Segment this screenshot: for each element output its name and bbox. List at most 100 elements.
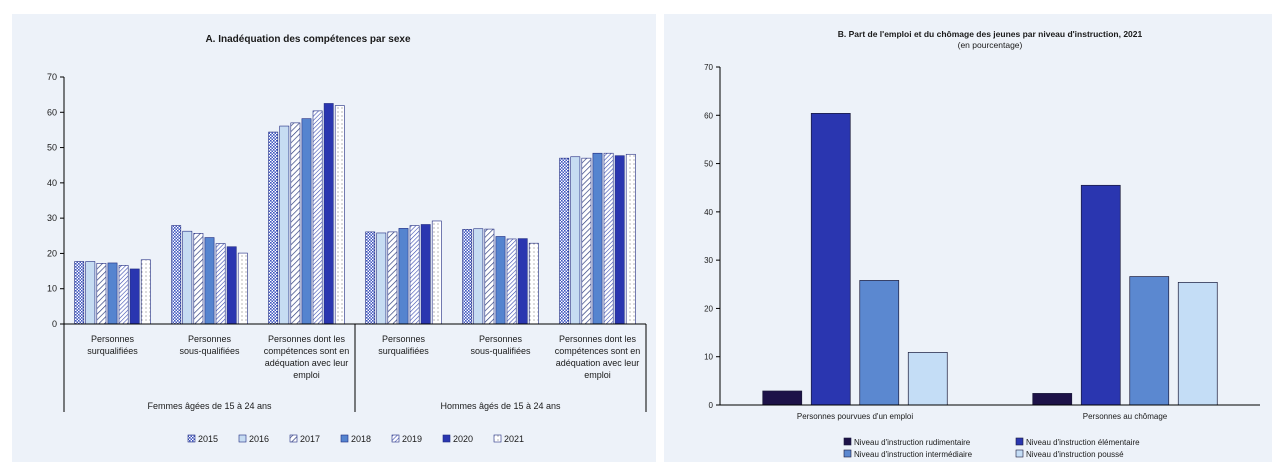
bar [462,229,473,325]
bar [96,263,107,325]
category-label: Personnes dont les [268,334,346,344]
bar [312,110,323,325]
y-tick-label: 40 [47,178,57,188]
bar [334,105,345,325]
bar [484,228,495,325]
bar [581,157,592,325]
category-label: Personnes dont les [559,334,637,344]
bar [603,152,614,325]
category-label: Personnes au chômage [1083,412,1168,421]
legend-label: 2017 [300,434,320,444]
y-tick-label: 10 [47,284,57,294]
legend-label: 2021 [504,434,524,444]
bar [107,262,118,325]
legend-swatch [289,434,298,443]
bar [762,390,803,406]
chart-a-svg: A. Inadéquation des compétences par sexe… [47,34,647,444]
chart-b-plot: 0 10 20 30 40 50 60 70 Personnes pourvues d'un e… [704,63,1260,459]
y-tick-label: 0 [52,319,57,329]
legend-label: 2020 [453,434,473,444]
category-label: adéquation avec leur [265,358,349,368]
category-label: emploi [584,370,611,380]
legend-swatch [493,434,502,443]
bar [559,157,570,325]
chart-a-plot: 0 10 20 30 40 50 60 70 Personnes surqualifiées Per… [47,72,647,444]
category-label: sous-qualifiées [179,346,240,356]
legend-swatch [340,434,349,443]
bar [625,153,636,325]
category-label: Personnes pourvues d'un emploi [797,412,913,421]
bar [1032,393,1073,406]
category-label: Personnes [91,334,135,344]
y-tick-label: 30 [47,213,57,223]
legend-label: 2018 [351,434,371,444]
legend-label: Niveau d'instruction rudimentaire [854,438,971,447]
bar [301,118,312,325]
chart-a-title: A. Inadéquation des compétences par sexe [205,34,411,45]
legend-swatch [442,434,451,443]
bar [279,125,290,325]
category-label: surqualifiées [378,346,429,356]
bar [85,261,96,325]
category-label: compétences sont en [555,346,641,356]
y-tick-label: 20 [704,304,713,313]
y-tick-label: 60 [704,111,713,120]
y-tick-label: 0 [709,401,714,410]
legend-swatch [1015,437,1024,446]
bar [215,243,226,325]
y-tick-label: 70 [47,72,57,82]
bar [1129,276,1170,406]
bar [810,113,851,406]
y-tick-label: 40 [704,208,713,217]
y-tick-label: 50 [47,143,57,153]
group-label: Femmes âgées de 15 à 24 ans [147,401,272,411]
bar [237,252,248,325]
category-label: Personnes [188,334,232,344]
legend-label: 2019 [402,434,422,444]
group-label: Hommes âgés de 15 à 24 ans [440,401,561,411]
bar [1177,282,1218,406]
bar [140,259,151,325]
bar [365,231,376,325]
bar [323,103,334,325]
category-label: compétences sont en [264,346,350,356]
legend-label: 2015 [198,434,218,444]
legend-swatch [238,434,247,443]
legend-swatch [1015,449,1024,458]
category-label: Personnes [382,334,426,344]
bar [387,231,398,325]
y-tick-label: 20 [47,248,57,258]
bar [268,131,279,325]
legend-label: Niveau d'instruction poussé [1026,450,1124,459]
chart-panel-a: A. Inadéquation des compétences par sexe… [12,14,656,462]
category-label: adéquation avec leur [556,358,640,368]
bar [614,155,625,325]
bar [907,352,948,406]
chart-b-svg: B. Part de l'emploi et du chômage des je… [704,29,1260,459]
chart-panel-b: B. Part de l'emploi et du chômage des je… [664,14,1272,462]
bar [495,236,506,325]
bar [528,242,539,325]
legend-label: 2016 [249,434,269,444]
bar [376,232,387,325]
bar [193,233,204,325]
legend-label: Niveau d'instruction élémentaire [1026,438,1140,447]
category-label: emploi [293,370,320,380]
bar [473,228,484,325]
chart-b-title: B. Part de l'emploi et du chômage des je… [838,29,1143,39]
legend-swatch [843,437,852,446]
y-tick-label: 70 [704,63,713,72]
bar [431,220,442,325]
category-label: Personnes [479,334,523,344]
bar [592,152,603,325]
legend-swatch [843,449,852,458]
bar [859,280,900,406]
bar [506,238,517,325]
legend-swatch [187,434,196,443]
bar [182,230,193,325]
category-label: sous-qualifiées [470,346,531,356]
bar [74,261,85,325]
y-tick-label: 10 [704,353,713,362]
bar [398,228,409,325]
chart-b-subtitle: (en pourcentage) [958,40,1023,50]
